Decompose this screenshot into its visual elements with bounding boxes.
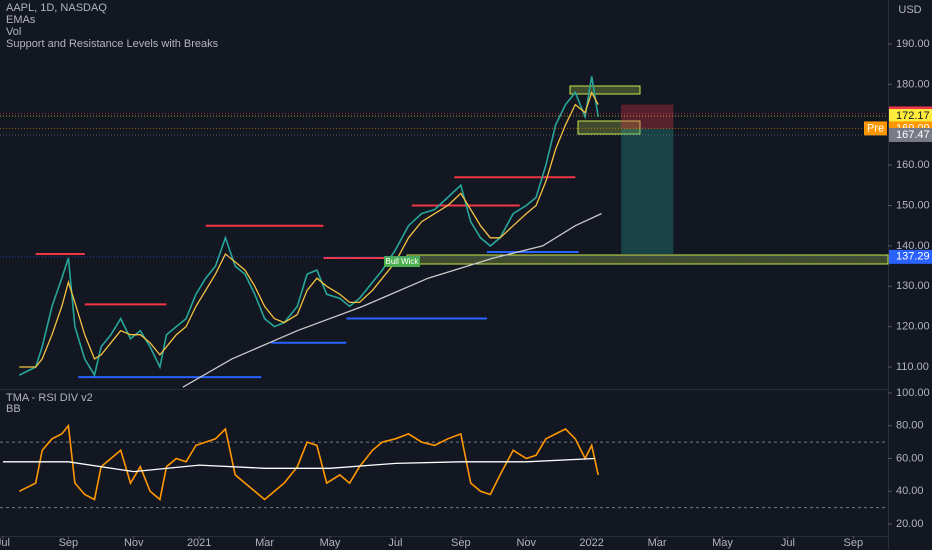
indicator-label: Support and Resistance Levels with Break… [6,38,219,50]
y-tick-label: 40.00 [896,485,924,497]
x-tick-label: Jul [0,537,10,549]
indicator-label: EMAs [6,14,36,26]
y-tick-label: 160.00 [896,159,930,171]
y-tick-label: 190.00 [896,38,930,50]
y-tick-label: 110.00 [896,361,929,373]
annotation-box [383,256,420,268]
x-tick-label: Mar [255,537,274,549]
indicator-title: TMA - RSI DIV v2 [6,392,93,404]
x-tick-label: Sep [59,537,79,549]
y-tick-label: 80.00 [896,420,924,432]
series-line [19,90,599,368]
y-tick-label: 140.00 [896,240,930,252]
x-tick-label: May [320,537,341,549]
y-tick-label: 150.00 [896,199,930,211]
zone-box [569,85,641,95]
annotation-label: Bull Wick [386,257,420,266]
y-tick-label: 60.00 [896,452,924,464]
price-tag-label: 167.47 [896,129,930,141]
x-tick-label: Jul [388,537,402,549]
y-tick-label: 120.00 [896,321,930,333]
indicator-label: Vol [6,26,21,38]
x-tick-label: Nov [124,537,144,549]
y-tick-label: 20.00 [896,518,924,530]
x-tick-label: Jul [781,537,795,549]
y-tick-label: 130.00 [896,280,930,292]
x-tick-label: May [712,537,733,549]
x-tick-label: 2021 [187,537,211,549]
stop-zone [621,104,674,129]
series-line [182,213,602,388]
series-line [2,457,595,473]
x-tick-label: Sep [844,537,864,549]
series-line [18,76,599,378]
chart-title: AAPL, 1D, NASDAQ [6,2,107,14]
zone-box [577,120,641,135]
target-zone [621,128,674,254]
x-tick-label: Mar [648,537,667,549]
x-tick-label: Nov [516,537,536,549]
x-tick-label: Sep [451,537,471,549]
price-tag-label: 172.17 [896,110,930,122]
price-tag [889,249,932,264]
y-tick-label: 180.00 [896,78,930,90]
x-tick-label: 2022 [579,537,603,549]
currency: USD [898,4,921,16]
session-tag-label: Pre [867,122,884,134]
series-line [18,423,599,501]
session-tag [864,121,887,136]
price-tag [889,108,932,123]
price-tag-label: 137.29 [896,251,930,263]
y-tick-label: 100.00 [896,387,930,399]
price-tag [889,127,932,142]
indicator-label: BB [6,403,21,415]
